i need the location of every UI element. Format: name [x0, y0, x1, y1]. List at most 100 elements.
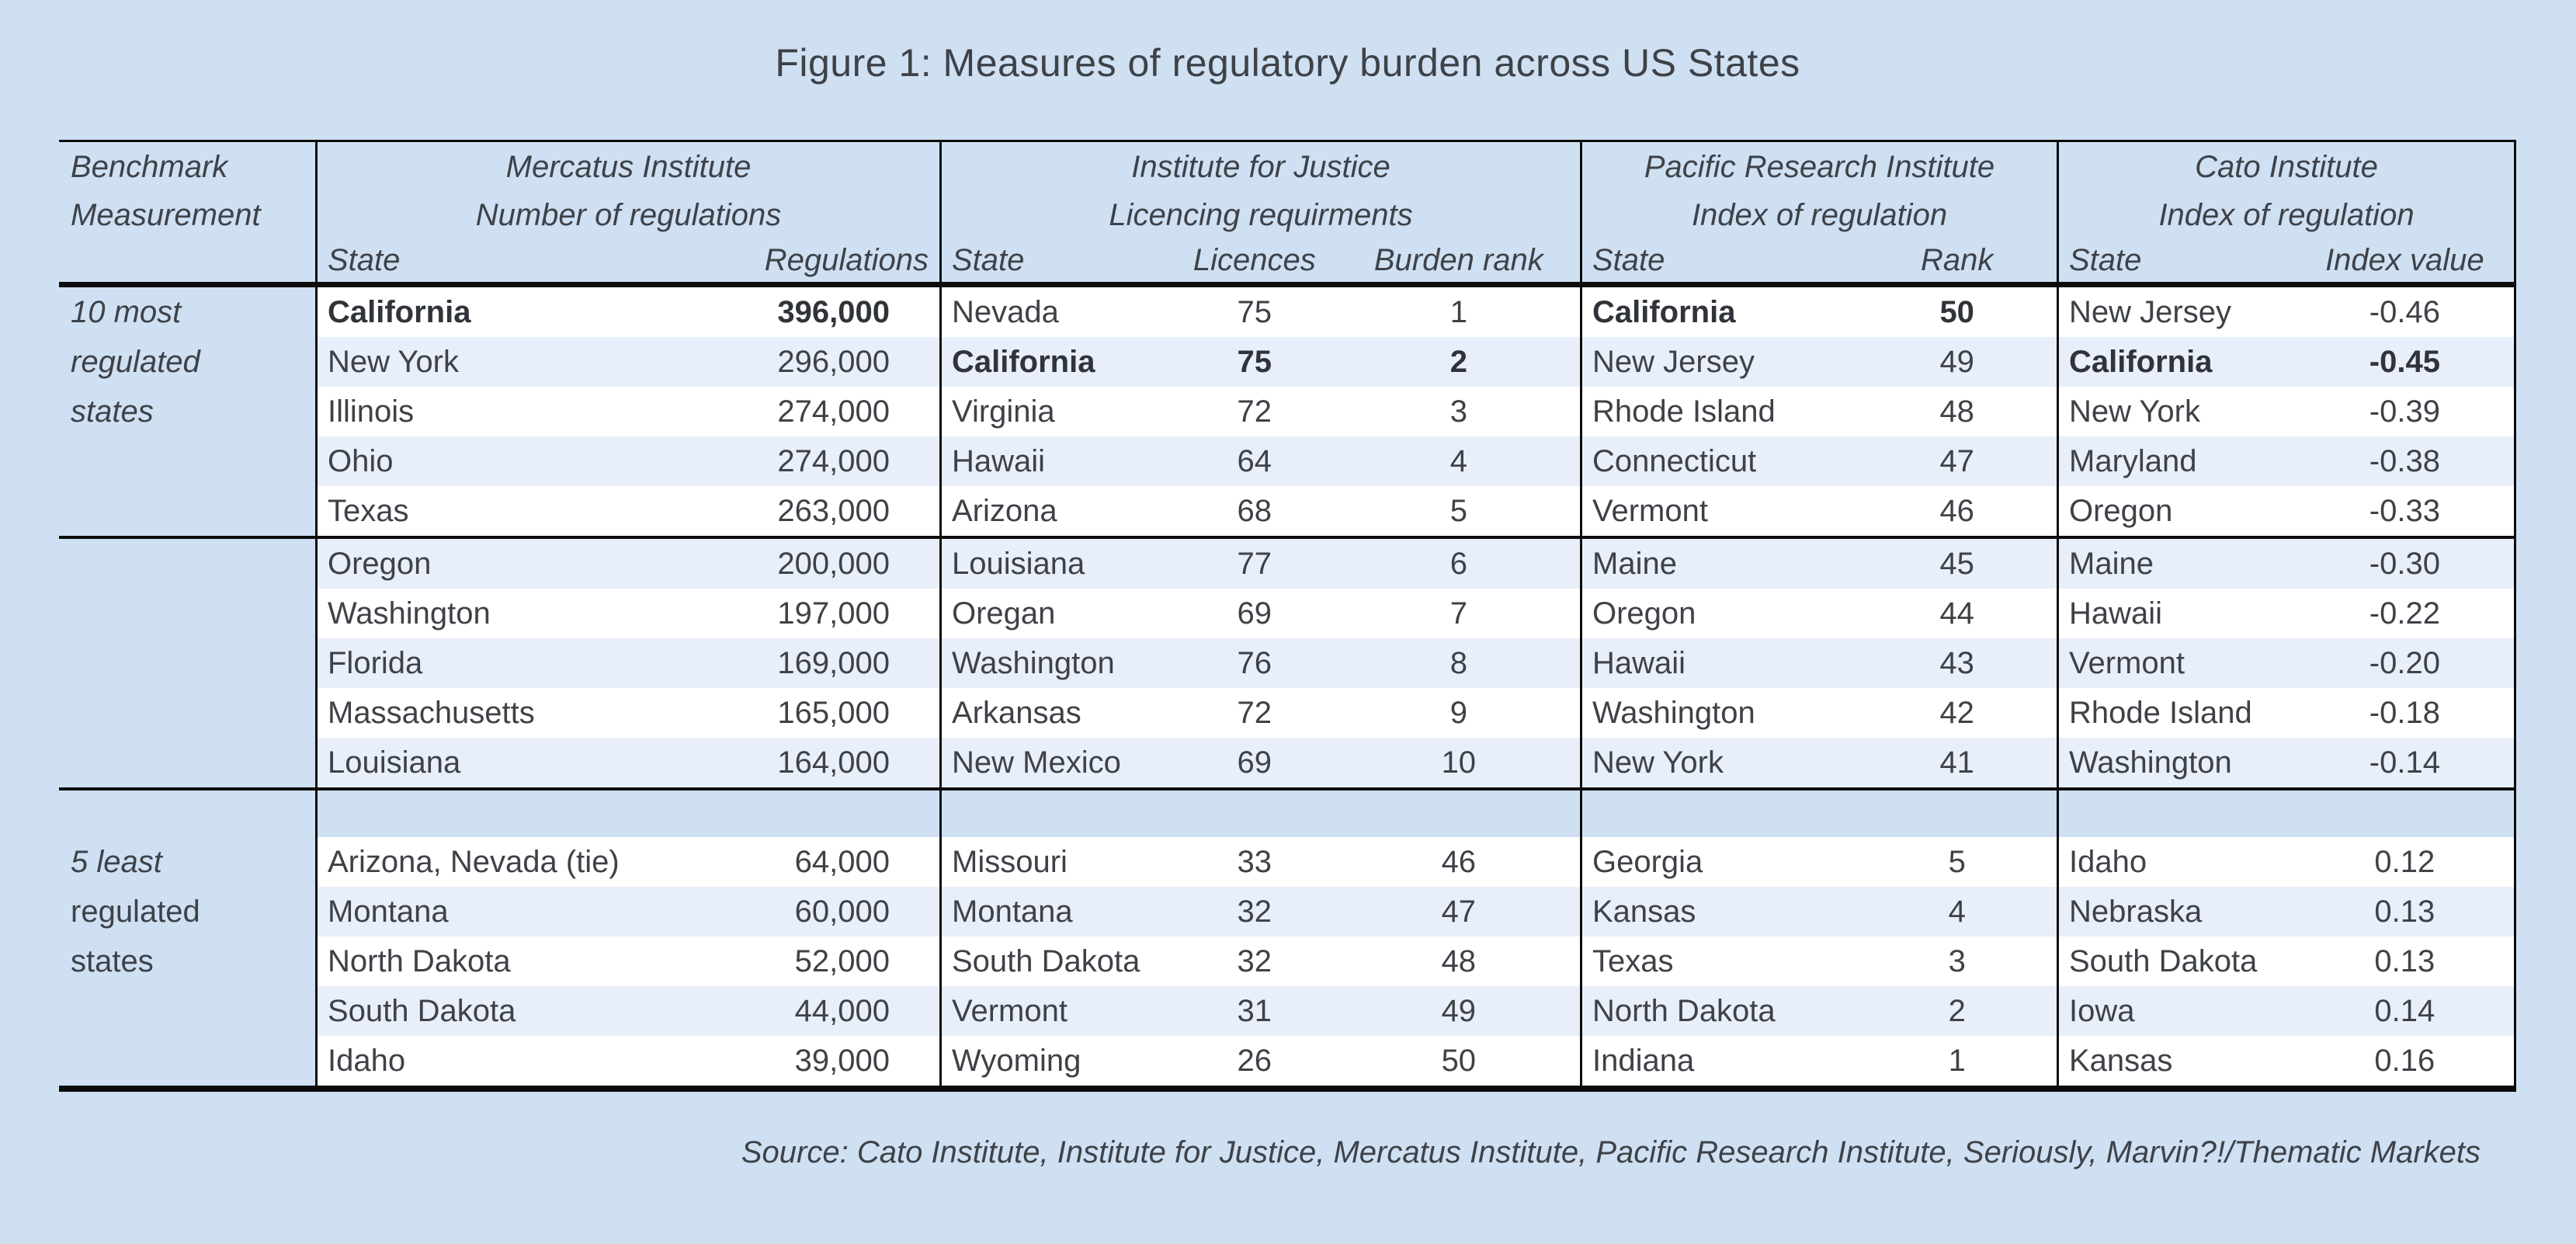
column-headers-mercatus: State Regulations [315, 238, 939, 282]
mercatus-cells: Texas 263,000 [315, 486, 939, 536]
mercatus-cells: Louisiana 164,000 [315, 738, 939, 787]
mercatus-regulations: 52,000 [794, 943, 890, 978]
mercatus-regulations: 396,000 [777, 294, 890, 329]
cato-index-value: -0.45 [2369, 344, 2440, 379]
pacific-cells: Kansas 4 [1580, 887, 2057, 936]
cato-cells: Iowa 0.14 [2057, 986, 2516, 1036]
benchmark-label [59, 539, 315, 589]
section-gap-row [59, 791, 2516, 837]
table-row: South Dakota 44,000 Vermont 31 49 North … [59, 986, 2516, 1036]
pacific-state: Kansas [1592, 894, 1696, 929]
pacific-rank: 3 [1948, 943, 1966, 978]
mercatus-regulations: 169,000 [777, 645, 890, 680]
cato-state: Idaho [2069, 844, 2147, 879]
mercatus-cells: Washington 197,000 [315, 589, 939, 638]
gap-cell [315, 791, 939, 837]
column-headers-institute-for-justice: State Licences Burden rank [939, 238, 1580, 282]
column-header-index-value: Index value [2325, 242, 2484, 277]
mercatus-regulations: 197,000 [777, 596, 890, 631]
cato-index-value: -0.22 [2369, 596, 2440, 631]
justice-state: Missouri [952, 844, 1068, 879]
cato-state: Kansas [2069, 1043, 2173, 1078]
justice-cells: Oregan 69 7 [939, 589, 1580, 638]
mercatus-regulations: 296,000 [777, 344, 890, 379]
benchmark-label [59, 436, 315, 486]
justice-burden-rank: 47 [1441, 894, 1477, 929]
mercatus-state: Illinois [328, 394, 415, 429]
justice-state: Oregan [952, 596, 1056, 631]
pacific-cells: New Jersey 49 [1580, 337, 2057, 387]
cato-state: Hawaii [2069, 596, 2163, 631]
justice-burden-rank: 1 [1449, 294, 1467, 329]
table-row: Washington 197,000 Oregan 69 7 Oregon 44… [59, 589, 2516, 638]
justice-cells: Missouri 33 46 [939, 837, 1580, 887]
justice-cells: Montana 32 47 [939, 887, 1580, 936]
cato-state: Maryland [2069, 443, 2197, 478]
pacific-rank: 41 [1939, 745, 1974, 780]
justice-burden-rank: 6 [1449, 546, 1467, 581]
justice-licences: 26 [1237, 1043, 1272, 1078]
mercatus-cells: Arizona, Nevada (tie) 64,000 [315, 837, 939, 887]
pacific-state: Washington [1592, 695, 1755, 730]
pacific-rank: 43 [1939, 645, 1974, 680]
gap-cell [1580, 791, 2057, 837]
cato-index-value: -0.18 [2369, 695, 2440, 730]
gap-cell [2057, 791, 2516, 837]
pacific-state: Rhode Island [1592, 394, 1776, 429]
justice-burden-rank: 49 [1441, 993, 1477, 1028]
header-row-columns: State Regulations State Licences Burden … [59, 238, 2516, 282]
mercatus-cells: Ohio 274,000 [315, 436, 939, 486]
justice-burden-rank: 48 [1441, 943, 1477, 978]
benchmark-label [59, 486, 315, 536]
justice-licences: 64 [1237, 443, 1272, 478]
justice-state: New Mexico [952, 745, 1121, 780]
mercatus-state: Florida [328, 645, 423, 680]
mercatus-cells: New York 296,000 [315, 337, 939, 387]
table-row: Idaho 39,000 Wyoming 26 50 Indiana 1 Kan… [59, 1036, 2516, 1086]
justice-licences: 32 [1237, 943, 1272, 978]
justice-state: Vermont [952, 993, 1068, 1028]
benchmark-label: regulated [71, 344, 200, 379]
cato-cells: Kansas 0.16 [2057, 1036, 2516, 1086]
section-least-regulated: 5 least Arizona, Nevada (tie) 64,000 Mis… [59, 837, 2516, 1086]
mercatus-state: Massachusetts [328, 695, 535, 730]
pacific-cells: Vermont 46 [1580, 486, 2057, 536]
justice-state: Arkansas [952, 695, 1081, 730]
justice-state: California [952, 344, 1095, 379]
justice-licences: 69 [1237, 745, 1272, 780]
mercatus-cells: Oregon 200,000 [315, 539, 939, 589]
header-row-group-subtitle: Measurement Number of regulations Licenc… [59, 192, 2516, 238]
justice-burden-rank: 46 [1441, 844, 1477, 879]
mid-section-divider-line [59, 536, 2516, 539]
benchmark-label: regulated [71, 894, 200, 929]
table-row: regulated Montana 60,000 Montana 32 47 K… [59, 887, 2516, 936]
mercatus-regulations: 39,000 [794, 1043, 890, 1078]
justice-burden-rank: 2 [1449, 344, 1467, 379]
cato-cells: Oregon -0.33 [2057, 486, 2516, 536]
table-row: states Illinois 274,000 Virginia 72 3 Rh… [59, 387, 2516, 436]
pacific-cells: Connecticut 47 [1580, 436, 2057, 486]
justice-cells: Nevada 75 1 [939, 287, 1580, 337]
pacific-cells: Texas 3 [1580, 936, 2057, 986]
justice-licences: 32 [1237, 894, 1272, 929]
cato-index-value: 0.16 [2374, 1043, 2435, 1078]
pacific-rank: 49 [1939, 344, 1974, 379]
pacific-state: New York [1592, 745, 1724, 780]
mercatus-state: New York [328, 344, 459, 379]
justice-state: Nevada [952, 294, 1059, 329]
pacific-rank: 48 [1939, 394, 1974, 429]
benchmark-label [59, 1036, 315, 1086]
pacific-state: North Dakota [1592, 993, 1776, 1028]
group-title-pacific-research: Pacific Research Institute [1580, 142, 2057, 192]
mercatus-cells: Montana 60,000 [315, 887, 939, 936]
justice-cells: Wyoming 26 50 [939, 1036, 1580, 1086]
pacific-state: New Jersey [1592, 344, 1755, 379]
justice-state: Hawaii [952, 443, 1046, 478]
pacific-rank: 2 [1948, 993, 1966, 1028]
justice-cells: South Dakota 32 48 [939, 936, 1580, 986]
cato-cells: Rhode Island -0.18 [2057, 688, 2516, 738]
figure-title: Figure 1: Measures of regulatory burden … [775, 41, 1800, 85]
justice-licences: 76 [1237, 645, 1272, 680]
justice-burden-rank: 10 [1441, 745, 1477, 780]
